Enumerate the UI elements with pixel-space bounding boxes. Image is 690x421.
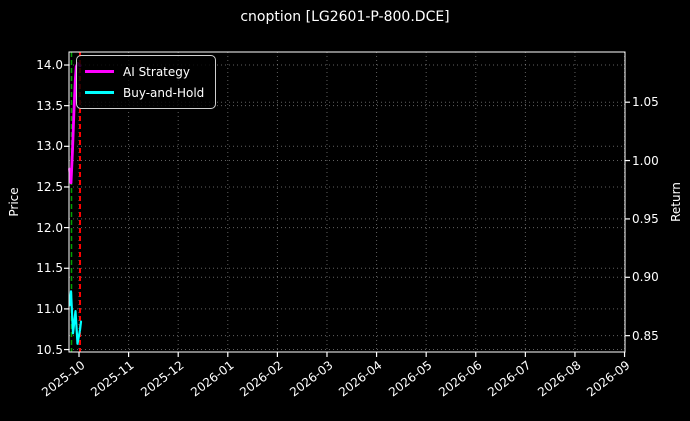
legend: AI Strategy Buy-and-Hold [76, 55, 217, 109]
left-tick-label: 10.5 [36, 342, 63, 357]
left-axis-label: Price [7, 187, 21, 217]
right-tick-label: 0.95 [632, 211, 659, 226]
right-axis-label: Return [669, 182, 683, 222]
buy-and-hold-line [68, 290, 83, 345]
legend-label-buy-and-hold: Buy-and-Hold [123, 85, 205, 100]
right-tick-label: 0.90 [632, 270, 659, 285]
plot-border [68, 51, 626, 353]
left-tick-label: 13.5 [36, 98, 63, 113]
left-tick-label: 11.0 [36, 301, 63, 316]
left-tick-label: 13.0 [36, 139, 63, 154]
legend-item-buy-and-hold: Buy-and-Hold [85, 82, 204, 103]
legend-item-ai-strategy: AI Strategy [85, 61, 204, 82]
legend-label-ai-strategy: AI Strategy [123, 64, 190, 79]
right-tick-label: 1.05 [632, 95, 659, 110]
plot-area: AI Strategy Buy-and-Hold [69, 52, 625, 352]
right-tick-label: 0.85 [632, 328, 659, 343]
left-tick-label: 11.5 [36, 261, 63, 276]
chart-title: cnoption [LG2601-P-800.DCE] [240, 9, 450, 25]
left-tick-label: 12.5 [36, 179, 63, 194]
ai-strategy-line-swatch [85, 70, 114, 73]
left-tick-label: 12.0 [36, 220, 63, 235]
right-tick-label: 1.00 [632, 153, 659, 168]
buy-and-hold-line-swatch [85, 91, 114, 94]
left-tick-label: 14.0 [36, 58, 63, 72]
